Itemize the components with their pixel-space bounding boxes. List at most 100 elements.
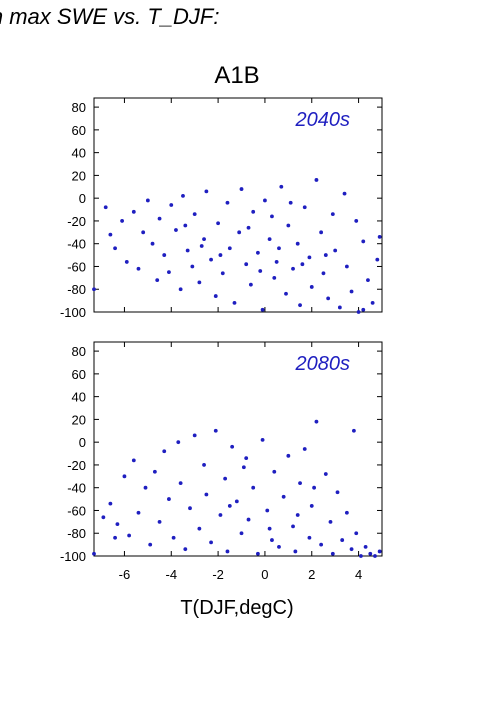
scatter-point xyxy=(298,303,302,308)
scatter-point xyxy=(260,307,265,312)
y-tick-label: 20 xyxy=(72,168,86,183)
scatter-point xyxy=(178,287,183,292)
scenario-label: A1B xyxy=(214,62,259,89)
scatter-point xyxy=(230,444,235,449)
scatter-point xyxy=(246,517,251,522)
scatter-point xyxy=(225,200,230,205)
scatter-point xyxy=(92,287,96,292)
scatter-point xyxy=(232,300,237,305)
scatter-point xyxy=(218,253,223,257)
scatter-point xyxy=(185,248,190,253)
scatter-point xyxy=(199,244,204,248)
y-tick-label: 80 xyxy=(72,344,86,359)
scatter-point xyxy=(152,469,157,474)
scatter-point xyxy=(277,246,281,251)
scatter-point xyxy=(363,544,368,549)
scatter-point xyxy=(246,225,251,230)
scatter-point xyxy=(183,547,188,552)
scatter-point xyxy=(251,209,256,214)
scatter-point xyxy=(248,282,253,287)
scatter-point xyxy=(197,280,202,285)
scatter-point xyxy=(192,212,197,217)
scatter-point xyxy=(174,228,178,232)
scatter-point xyxy=(286,453,291,458)
scatter-point xyxy=(319,542,324,547)
plot-frame xyxy=(93,97,383,313)
scatter-point xyxy=(244,262,249,267)
scatter-point xyxy=(263,198,267,203)
y-tick-label: -20 xyxy=(67,214,86,229)
scatter-point xyxy=(127,533,132,538)
scatter-point xyxy=(188,506,192,511)
scatter-point xyxy=(143,485,148,490)
scatter-point xyxy=(349,289,354,294)
scatter-point xyxy=(167,497,171,501)
scatter-point xyxy=(298,481,302,486)
scatter-point xyxy=(340,538,345,542)
x-tick-label: -4 xyxy=(165,567,177,582)
scatter-point xyxy=(319,230,324,235)
scatter-point xyxy=(131,209,136,214)
scatter-point xyxy=(171,535,176,540)
scatter-point xyxy=(321,271,326,276)
scatter-point xyxy=(131,458,136,463)
scatter-point xyxy=(344,510,349,515)
scatter-point xyxy=(328,519,333,524)
scatter-point xyxy=(377,549,382,554)
scatter-point xyxy=(115,522,120,527)
scatter-point xyxy=(312,485,316,490)
scatter-point xyxy=(373,554,377,558)
scatter-point xyxy=(241,465,246,470)
scatter-point xyxy=(302,205,307,210)
x-tick-label: 2 xyxy=(308,567,315,582)
scatter-point xyxy=(225,549,230,554)
scatter-point xyxy=(368,551,373,556)
scatter-point xyxy=(202,463,206,467)
scatter-point xyxy=(293,549,298,554)
scatter-point xyxy=(237,230,242,235)
scatter-point xyxy=(108,232,113,237)
y-tick-label: -100 xyxy=(60,305,86,320)
y-tick-label: -20 xyxy=(67,458,86,473)
scatter-point xyxy=(213,428,218,433)
y-tick-label: 80 xyxy=(72,100,86,115)
y-tick-label: 0 xyxy=(79,191,86,206)
scatter-point xyxy=(286,223,291,228)
y-tick-label: 60 xyxy=(72,123,86,138)
scatter-point xyxy=(223,476,228,481)
scatter-point xyxy=(101,515,106,520)
y-tick-label: -80 xyxy=(67,526,86,541)
scatter-point xyxy=(227,246,232,251)
scatter-point xyxy=(314,419,319,424)
scatter-point xyxy=(314,178,319,182)
scatter-point xyxy=(344,264,349,269)
scatter-point xyxy=(256,250,260,255)
scatter-point xyxy=(377,234,382,239)
scatter-point xyxy=(136,510,141,515)
scatter-point xyxy=(113,535,117,540)
scatter-point xyxy=(291,266,295,271)
scatter-point xyxy=(108,501,113,506)
page-title: in max SWE vs. T_DJF: xyxy=(0,4,220,29)
scatter-point xyxy=(176,440,181,445)
scatter-point xyxy=(162,449,167,454)
scatter-point xyxy=(370,300,375,305)
scatter-point xyxy=(167,270,171,275)
y-tick-label: 20 xyxy=(72,412,86,427)
scatter-point xyxy=(349,547,354,552)
scatter-point xyxy=(181,193,185,198)
scatter-point xyxy=(309,504,314,508)
scatter-point xyxy=(302,447,307,451)
scatter-point xyxy=(197,526,202,531)
x-tick-label: -6 xyxy=(119,567,131,582)
panel-2040s: -100 -80 -60 -40 -20 0 20 40 60 80 2040s xyxy=(60,97,383,320)
scatter-point xyxy=(244,456,249,461)
scatter-point xyxy=(272,469,277,474)
scatter-point xyxy=(288,200,293,205)
scatter-point xyxy=(145,198,150,203)
scatter-point xyxy=(258,269,263,273)
y-tick-label: 40 xyxy=(72,390,86,405)
scatter-point xyxy=(155,278,160,283)
scatter-point xyxy=(326,296,331,301)
